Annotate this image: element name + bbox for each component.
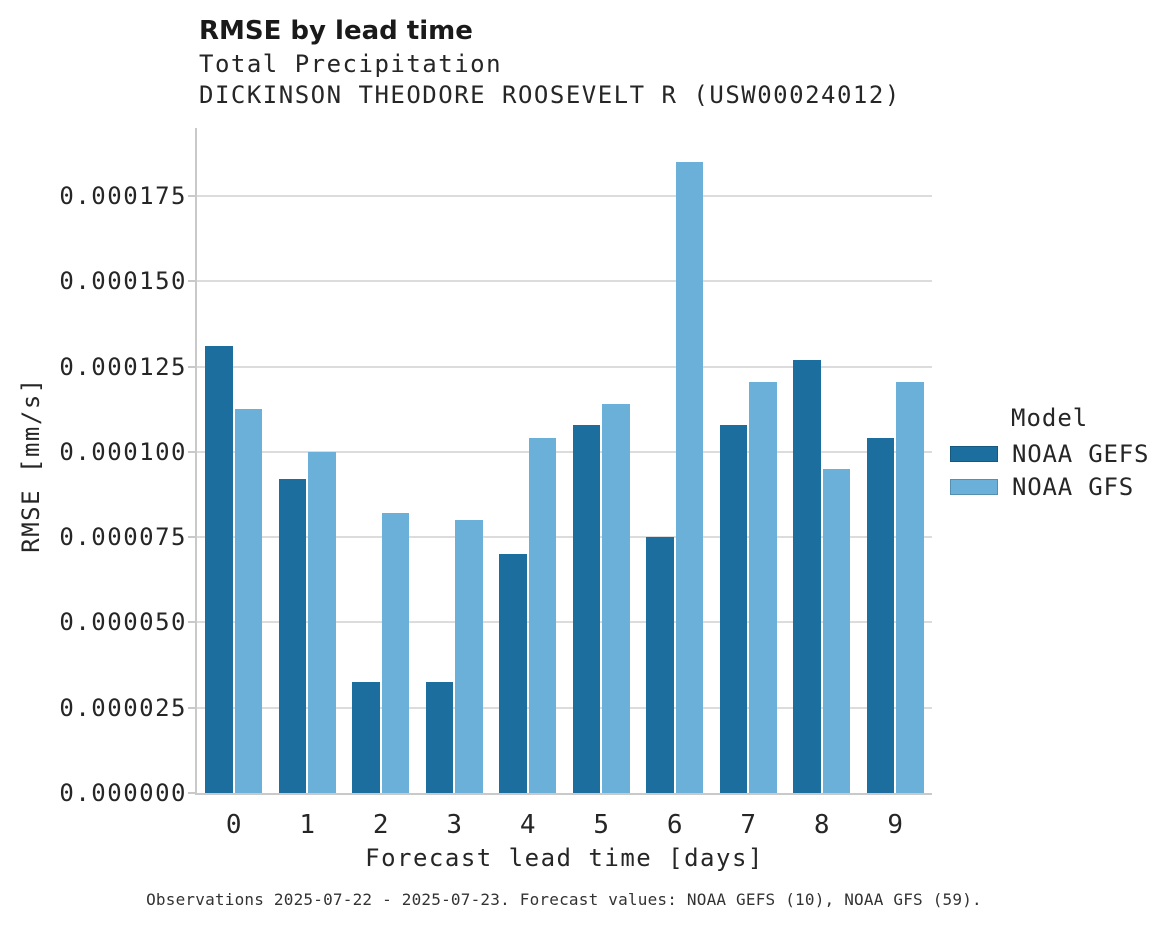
bar-noaa-gefs-lead-7 xyxy=(719,424,748,793)
y-tick-mark xyxy=(188,536,195,539)
gridline xyxy=(197,365,932,368)
plot-area xyxy=(195,128,932,795)
y-tick-mark xyxy=(188,450,195,453)
y-tick-mark xyxy=(188,621,195,624)
x-tick-label: 7 xyxy=(740,810,757,840)
x-tick-label: 1 xyxy=(299,810,316,840)
bar-noaa-gefs-lead-0 xyxy=(205,346,233,793)
y-tick-label: 0.000000 xyxy=(59,779,187,807)
station-name: DICKINSON THEODORE ROOSEVELT R (USW00024… xyxy=(199,81,901,109)
gridline xyxy=(197,450,932,453)
bar-noaa-gefs-lead-5 xyxy=(572,424,601,793)
x-tick-label: 9 xyxy=(887,810,904,840)
y-tick-label: 0.000150 xyxy=(59,267,187,296)
chart-subtitle: Total Precipitation xyxy=(199,50,503,78)
gridline xyxy=(197,195,932,198)
bar-noaa-gfs-lead-3 xyxy=(455,520,483,793)
legend: Model NOAA GEFS NOAA GFS xyxy=(950,404,1149,512)
x-tick-label: 2 xyxy=(372,810,389,840)
legend-title: Model xyxy=(1011,404,1089,432)
legend-item-gefs: NOAA GEFS xyxy=(950,440,1149,468)
bar-noaa-gfs-lead-5 xyxy=(602,404,630,793)
y-tick-mark xyxy=(188,792,195,794)
y-tick-label: 0.000050 xyxy=(59,608,187,637)
y-tick-mark xyxy=(188,280,195,283)
bar-noaa-gefs-lead-4 xyxy=(499,554,527,793)
y-tick-label: 0.000100 xyxy=(59,437,187,466)
bar-noaa-gefs-lead-8 xyxy=(793,359,821,793)
gfs-swatch-icon xyxy=(950,479,998,495)
bar-noaa-gefs-lead-2 xyxy=(352,682,380,793)
bar-noaa-gfs-lead-0 xyxy=(234,409,263,793)
bar-noaa-gfs-lead-6 xyxy=(675,162,704,793)
x-tick-label: 0 xyxy=(225,810,242,840)
bar-noaa-gfs-lead-7 xyxy=(749,382,777,793)
x-axis-label: Forecast lead time [days] xyxy=(365,844,764,872)
bar-noaa-gfs-lead-1 xyxy=(308,452,336,793)
x-tick-label: 6 xyxy=(666,810,683,840)
bar-noaa-gfs-lead-4 xyxy=(528,438,557,793)
bar-noaa-gefs-lead-9 xyxy=(866,438,895,793)
y-axis-spine xyxy=(195,128,197,795)
y-tick-label: 0.000125 xyxy=(59,352,187,381)
gridline xyxy=(197,621,932,624)
bar-noaa-gfs-lead-9 xyxy=(896,382,924,793)
legend-label-gefs: NOAA GEFS xyxy=(1012,440,1150,468)
bar-noaa-gfs-lead-2 xyxy=(381,513,410,793)
bar-noaa-gefs-lead-3 xyxy=(425,682,454,793)
gefs-swatch-icon xyxy=(950,446,998,462)
y-tick-label: 0.000075 xyxy=(59,523,187,552)
y-tick-mark xyxy=(188,195,195,198)
x-axis-spine xyxy=(195,793,932,795)
gridline xyxy=(197,536,932,539)
y-tick-label: 0.000175 xyxy=(59,182,187,211)
bar-noaa-gfs-lead-8 xyxy=(822,469,851,793)
x-tick-label: 3 xyxy=(446,810,463,840)
bar-noaa-gefs-lead-6 xyxy=(646,537,674,793)
chart-title: RMSE by lead time xyxy=(199,16,473,46)
y-tick-label: 0.000025 xyxy=(59,693,187,722)
gridline xyxy=(197,280,932,283)
legend-item-gfs: NOAA GFS xyxy=(950,473,1149,501)
x-tick-label: 5 xyxy=(593,810,610,840)
bar-noaa-gefs-lead-1 xyxy=(278,479,307,793)
y-tick-mark xyxy=(188,365,195,368)
legend-label-gfs: NOAA GFS xyxy=(1012,473,1134,501)
y-tick-mark xyxy=(188,706,195,709)
x-tick-label: 8 xyxy=(813,810,830,840)
caption: Observations 2025-07-22 - 2025-07-23. Fo… xyxy=(146,890,982,909)
x-tick-label: 4 xyxy=(519,810,536,840)
gridline xyxy=(197,706,932,709)
